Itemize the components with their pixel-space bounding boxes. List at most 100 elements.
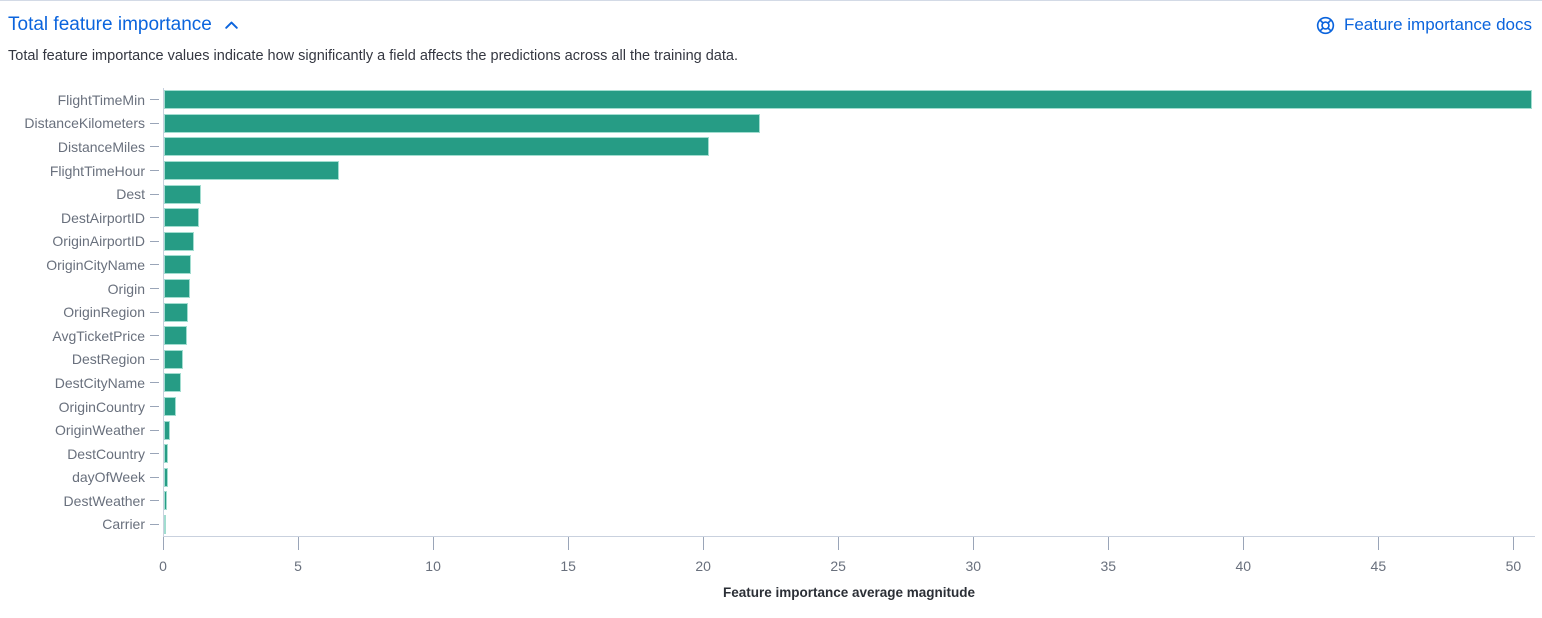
x-axis-tick <box>1513 537 1515 551</box>
bar <box>164 113 761 133</box>
bar <box>164 255 191 275</box>
bar <box>164 279 190 299</box>
chart-row: OriginAirportID <box>0 229 1542 254</box>
bar-track <box>163 371 1535 395</box>
chart-row: DestCountry <box>0 441 1542 466</box>
chart-row: DestWeather <box>0 489 1542 513</box>
y-axis-tick <box>150 146 159 148</box>
y-axis-label: AvgTicketPrice <box>52 327 145 344</box>
y-axis-tick <box>150 453 159 455</box>
panel-header: Total feature importance Feature importa… <box>0 1 1542 36</box>
chart-row: DistanceKilometers <box>0 111 1542 136</box>
y-axis-label: Carrier <box>102 516 145 533</box>
x-axis-tick-label: 15 <box>560 558 576 575</box>
bar <box>164 349 183 369</box>
y-axis-label: OriginCityName <box>46 256 145 273</box>
y-axis-label: OriginAirportID <box>52 233 145 250</box>
bar-track <box>163 323 1535 348</box>
y-axis-tick <box>150 170 159 172</box>
bar-track <box>163 111 1535 136</box>
y-axis-label: OriginWeather <box>54 422 145 439</box>
y-axis-label: DistanceKilometers <box>24 115 145 132</box>
bar-track <box>163 489 1535 513</box>
y-axis-tick <box>150 335 159 337</box>
chart-row: OriginCityName <box>0 253 1542 277</box>
bar-track <box>163 394 1535 419</box>
y-axis-tick <box>150 122 159 124</box>
panel-description: Total feature importance values indicate… <box>8 48 738 64</box>
bar-track <box>163 276 1535 301</box>
feature-importance-docs-link[interactable]: Feature importance docs <box>1316 15 1532 35</box>
y-axis-label: FlightTimeMin <box>57 91 145 108</box>
y-axis-tick <box>150 382 159 384</box>
x-axis-tick <box>163 537 164 551</box>
bar <box>164 491 168 511</box>
section-title-toggle[interactable]: Total feature importance <box>8 14 240 36</box>
bar <box>164 373 181 393</box>
bar <box>164 302 189 322</box>
chart-row: FlightTimeMin <box>0 88 1542 112</box>
y-axis-tick <box>150 523 159 525</box>
chevron-up-icon[interactable] <box>223 17 240 34</box>
plot-area: FlightTimeMin DistanceKilometers DistanceM… <box>0 88 1542 537</box>
chart-row: DistanceMiles <box>0 135 1542 159</box>
x-axis-tick-label: 25 <box>830 558 846 575</box>
x-axis-tick-label: 50 <box>1505 558 1522 575</box>
chart-row: OriginCountry <box>0 394 1542 419</box>
chart-row: Dest <box>0 182 1542 206</box>
bar-track <box>163 182 1535 206</box>
y-axis-label: DestRegion <box>71 351 145 368</box>
bar <box>164 514 166 534</box>
x-axis-tick-label: 5 <box>294 558 302 575</box>
y-axis-tick <box>150 311 159 313</box>
x-axis-tick-label: 10 <box>425 558 441 575</box>
y-axis-tick <box>150 406 159 408</box>
bar-track <box>163 229 1535 254</box>
y-axis-label: OriginRegion <box>63 304 145 321</box>
x-axis-tick-label: 0 <box>159 558 167 575</box>
y-axis-label: DistanceMiles <box>57 138 145 155</box>
y-axis-tick <box>150 358 159 360</box>
bar <box>164 397 176 417</box>
bar-track <box>163 418 1535 442</box>
bar <box>164 326 187 346</box>
y-axis-label: Origin <box>107 280 145 297</box>
bar-track <box>163 205 1535 230</box>
chart-row: DestAirportID <box>0 205 1542 230</box>
x-axis-tick <box>568 537 570 551</box>
bar <box>164 231 194 251</box>
y-axis-tick <box>150 99 159 101</box>
docs-link-label: Feature importance docs <box>1343 15 1532 34</box>
chart-row: DestCityName <box>0 371 1542 395</box>
bar-track <box>163 253 1535 277</box>
bar-track <box>163 300 1535 324</box>
x-axis-tick-label: 40 <box>1235 558 1252 575</box>
chart-row: OriginWeather <box>0 418 1542 442</box>
chart-row: AvgTicketPrice <box>0 323 1542 348</box>
bar <box>164 444 169 464</box>
bar-track <box>163 441 1535 466</box>
y-axis-tick <box>150 476 159 478</box>
x-axis-tick-label: 45 <box>1370 558 1387 575</box>
bar <box>164 161 340 181</box>
chart-row: DestRegion <box>0 347 1542 372</box>
x-axis-tick <box>433 537 435 551</box>
y-axis-label: DestWeather <box>63 492 145 509</box>
bar-track <box>163 88 1535 112</box>
x-axis-tick-label: 35 <box>1100 558 1117 575</box>
y-axis-tick <box>150 264 159 266</box>
x-axis-tick-label: 20 <box>695 558 711 575</box>
x-axis-tick <box>838 537 840 551</box>
y-axis-tick <box>150 193 159 195</box>
bar <box>164 184 201 204</box>
y-axis-label: DestCountry <box>67 445 145 462</box>
x-axis-title: Feature importance average magnitude <box>722 585 976 601</box>
x-axis: 0 5 10 15 20 25 30 35 40 45 50 Feature importance … <box>159 536 1535 611</box>
y-axis-label: dayOfWeek <box>72 469 145 486</box>
bar <box>164 137 710 157</box>
documentation-icon <box>1316 16 1335 34</box>
y-axis-label: OriginCountry <box>58 398 145 415</box>
y-axis-label: Dest <box>116 186 145 203</box>
bar <box>164 90 1533 110</box>
